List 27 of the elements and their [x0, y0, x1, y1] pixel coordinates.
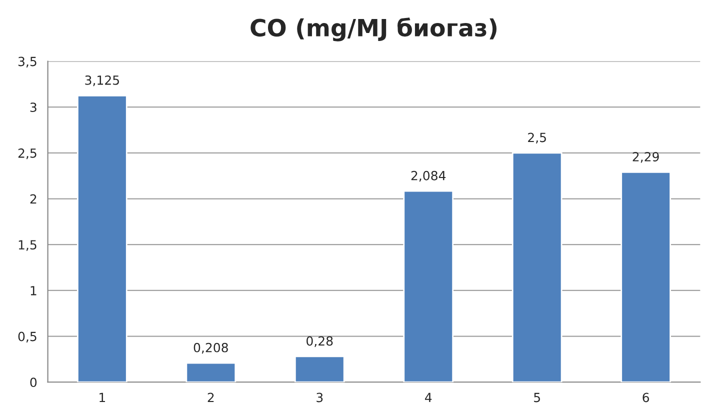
bar [186, 362, 236, 382]
x-tick-label: 2 [208, 392, 214, 402]
y-tick-label: 2 [30, 194, 36, 204]
bar [77, 94, 128, 382]
data-label: 2,5 [528, 132, 546, 144]
data-label: 2,084 [411, 170, 446, 182]
bar [512, 152, 562, 382]
data-label: 0,208 [194, 342, 228, 354]
y-tick-label: 3 [30, 102, 36, 112]
data-label: 2,29 [632, 152, 659, 163]
data-label: 0,28 [306, 336, 333, 347]
x-tick-label: 3 [316, 392, 323, 402]
y-tick-label: 1 [30, 286, 36, 296]
y-tick-label: 0,5 [18, 332, 36, 342]
x-tick-label: 5 [534, 392, 540, 402]
x-tick-label: 4 [424, 392, 432, 402]
bar [403, 190, 454, 382]
y-tick-label: 0 [30, 378, 37, 388]
bar [620, 172, 671, 382]
chart-title: CO (mg/MJ биогаз) [250, 18, 496, 42]
y-tick-label: 3,5 [18, 56, 36, 68]
y-tick-label: 2,5 [18, 148, 36, 160]
x-tick-label: 6 [642, 392, 650, 402]
data-label: 3,125 [85, 75, 119, 86]
x-tick-label: 1 [100, 392, 105, 402]
bar [294, 356, 345, 382]
y-tick-label: 1,5 [18, 240, 36, 251]
